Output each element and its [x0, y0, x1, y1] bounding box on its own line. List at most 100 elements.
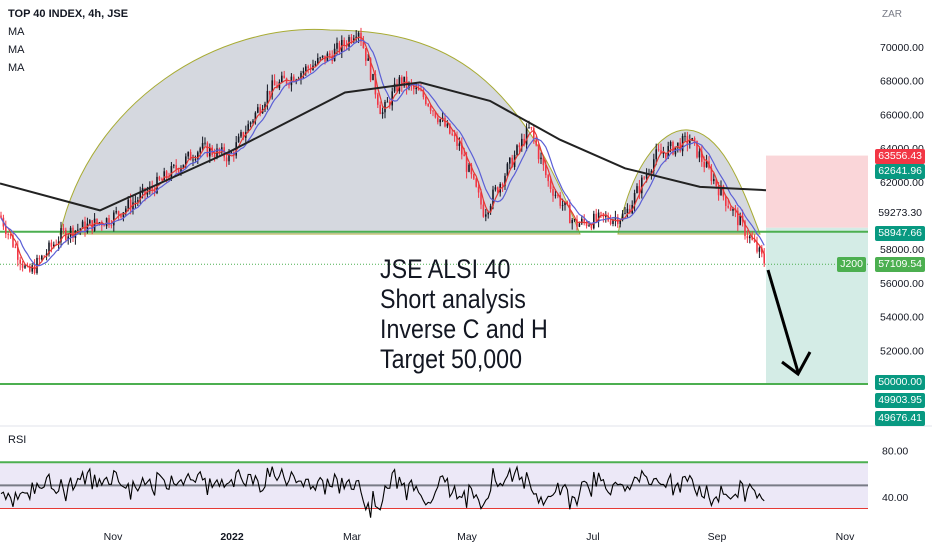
- candle-body: [715, 179, 717, 186]
- candle-body: [139, 192, 141, 201]
- candle-body: [621, 213, 624, 221]
- candle-body: [384, 101, 386, 113]
- candle-body: [516, 145, 518, 155]
- candle-body: [600, 212, 602, 214]
- x-tick-label: Nov: [104, 531, 123, 543]
- candle-body: [21, 263, 24, 268]
- projection-arrow: [766, 269, 800, 373]
- candle-body: [7, 234, 9, 235]
- candle-body: [487, 211, 489, 215]
- candle-body: [657, 149, 660, 151]
- candle-body: [146, 191, 149, 195]
- candle-body: [475, 178, 477, 187]
- candle-body: [103, 225, 105, 227]
- indicator-ma-1[interactable]: MA: [8, 26, 25, 38]
- candle-body: [273, 80, 276, 86]
- candle-body: [182, 164, 185, 168]
- candle-body: [561, 205, 564, 206]
- candle-body: [521, 138, 523, 148]
- y-tick-label: 52000.00: [880, 345, 924, 357]
- candle-body: [93, 218, 96, 231]
- candle-body: [98, 222, 101, 224]
- candle-body: [669, 141, 672, 147]
- candle-body: [686, 135, 689, 145]
- annotation-line-1: JSE ALSI 40: [380, 254, 511, 284]
- candle-body: [446, 123, 449, 127]
- price-tag[interactable]: 49676.41: [875, 411, 925, 426]
- candle-body: [665, 153, 667, 158]
- candle-body: [199, 148, 201, 153]
- candle-body: [125, 208, 127, 213]
- candle-body: [321, 55, 324, 58]
- candle-body: [259, 107, 261, 114]
- price-tag[interactable]: 49903.95: [875, 393, 925, 408]
- candle-body: [110, 225, 113, 226]
- candle-body: [355, 36, 357, 39]
- rsi-label[interactable]: RSI: [8, 434, 27, 446]
- candle-body: [732, 208, 734, 211]
- candle-body: [523, 138, 525, 145]
- x-tick-label: Mar: [343, 531, 362, 543]
- x-tick-label: Nov: [836, 531, 855, 543]
- candle-body: [636, 186, 638, 194]
- candle-body: [38, 257, 41, 260]
- candle-body: [444, 117, 446, 127]
- x-tick-label: Sep: [708, 531, 727, 543]
- candle-body: [204, 142, 206, 144]
- symbol-title[interactable]: TOP 40 INDEX, 4h, JSE: [8, 8, 129, 20]
- candle-body: [473, 174, 475, 179]
- candle-body: [132, 202, 134, 210]
- candle-body: [300, 73, 302, 79]
- time-axis[interactable]: Nov 2022 Mar May Jul Sep Nov: [104, 531, 855, 543]
- candle-body: [489, 205, 492, 212]
- candle-body: [386, 101, 389, 103]
- candle-body: [511, 157, 513, 168]
- candle-body: [456, 135, 458, 146]
- candle-body: [581, 218, 583, 224]
- price-tag[interactable]: 63556.43: [875, 149, 925, 164]
- price-tag[interactable]: 62641.96: [875, 164, 925, 179]
- candle-body: [593, 213, 595, 229]
- candle-body: [583, 218, 585, 222]
- candle-body: [91, 220, 93, 231]
- candle-body: [89, 220, 91, 224]
- candle-body: [249, 122, 252, 125]
- candle-body: [0, 215, 2, 218]
- candle-body: [713, 179, 715, 182]
- indicator-ma-3[interactable]: MA: [8, 62, 25, 74]
- candle-body: [638, 186, 641, 194]
- candle-body: [14, 246, 17, 248]
- candle-body: [129, 199, 132, 210]
- candle-body: [165, 171, 168, 178]
- price-axis[interactable]: ZAR70000.0068000.0066000.0064000.0062000…: [880, 9, 924, 391]
- candle-body: [293, 76, 295, 82]
- candle-body: [650, 170, 653, 174]
- indicator-ma-2[interactable]: MA: [8, 44, 25, 56]
- candle-body: [629, 208, 631, 214]
- price-tag[interactable]: 58947.66: [875, 226, 925, 241]
- candle-body: [43, 255, 45, 257]
- candle-body: [396, 83, 398, 92]
- rsi-tick-label: 80.00: [882, 446, 908, 458]
- symbol-tag[interactable]: J200: [837, 257, 866, 272]
- candle-body: [576, 219, 578, 227]
- y-tick-label: 56000.00: [880, 278, 924, 290]
- candle-body: [302, 70, 305, 74]
- candle-body: [653, 159, 655, 171]
- candle-body: [698, 151, 701, 158]
- annotation-line-3: Inverse C and H: [380, 314, 548, 344]
- candle-body: [501, 184, 504, 186]
- candle-body: [494, 187, 497, 190]
- candle-body: [62, 228, 65, 230]
- candle-body: [461, 143, 463, 155]
- rsi-line: [0, 465, 765, 518]
- price-tag[interactable]: 50000.00: [875, 375, 925, 390]
- candle-body: [677, 142, 679, 147]
- candle-body: [41, 255, 43, 260]
- candle-body: [257, 107, 259, 113]
- candle-body: [81, 221, 84, 229]
- candle-body: [468, 164, 470, 172]
- x-tick-label: Jul: [586, 531, 599, 543]
- price-tag[interactable]: 57109.54: [875, 257, 925, 272]
- price-tag[interactable]: 59273.30: [875, 206, 925, 221]
